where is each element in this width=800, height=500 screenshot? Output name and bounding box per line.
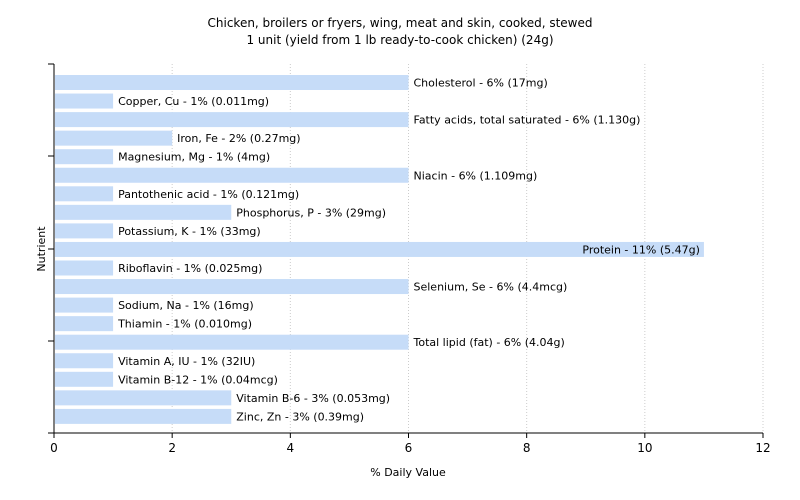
bar-label-17: Vitamin B-6 - 3% (0.053mg) [236,392,390,405]
x-tick-label-6: 12 [755,441,770,455]
bar-0 [55,75,409,90]
chart-title: Chicken, broilers or fryers, wing, meat … [208,16,593,30]
bar-12 [55,297,114,313]
bar-label-10: Riboflavin - 1% (0.025mg) [118,262,262,275]
bar-10 [55,260,114,276]
bar-7 [55,204,232,220]
x-tick-label-0: 0 [50,441,58,455]
bar-label-11: Selenium, Se - 6% (4.4mcg) [414,281,568,294]
bar-16 [55,371,114,387]
x-tick-label-4: 8 [523,441,531,455]
bar-15 [55,353,114,369]
bar-4 [55,149,114,165]
bars-group: Cholesterol - 6% (17mg) Copper, Cu - 1% (… [55,75,704,424]
y-axis-label: Nutrient [35,226,48,272]
bar-label-13: Thiamin - 1% (0.010mg) [117,318,252,331]
bar-label-1: Copper, Cu - 1% (0.011mg) [118,95,269,108]
x-axis-label: % Daily Value [370,466,446,479]
bar-17 [55,390,232,406]
bar-11 [55,279,409,295]
x-tick-label-3: 6 [405,441,413,455]
bar-6 [55,186,114,202]
axes-group: 0 2 4 6 8 10 12 [48,63,771,455]
bar-1 [55,93,114,109]
bar-label-8: Potassium, K - 1% (33mg) [118,225,261,238]
bar-14 [55,334,409,350]
bar-label-6: Pantothenic acid - 1% (0.121mg) [118,188,299,201]
bar-label-7: Phosphorus, P - 3% (29mg) [236,206,386,219]
bar-label-0: Cholesterol - 6% (17mg) [414,77,548,90]
bar-label-15: Vitamin A, IU - 1% (32IU) [118,355,255,368]
bar-5 [55,167,409,183]
x-tick-label-1: 2 [168,441,176,455]
x-tick-label-5: 10 [637,441,652,455]
bar-3 [55,130,173,146]
bar-label-16: Vitamin B-12 - 1% (0.04mcg) [118,373,278,386]
bar-9 [55,241,704,257]
bar-label-9: Protein - 11% (5.47g) [582,243,700,256]
bar-18 [55,408,232,424]
bar-label-14: Total lipid (fat) - 6% (4.04g) [413,336,565,349]
bar-2 [55,112,409,128]
chart-subtitle: 1 unit (yield from 1 lb ready-to-cook ch… [246,33,553,47]
bar-label-5: Niacin - 6% (1.109mg) [414,169,538,182]
bar-label-3: Iron, Fe - 2% (0.27mg) [177,132,300,145]
bar-label-4: Magnesium, Mg - 1% (4mg) [118,151,270,164]
bar-13 [55,316,114,332]
bar-label-18: Zinc, Zn - 3% (0.39mg) [236,410,364,423]
bar-8 [55,223,114,239]
bar-label-12: Sodium, Na - 1% (16mg) [118,299,254,312]
x-tick-label-2: 4 [287,441,295,455]
bar-label-2: Fatty acids, total saturated - 6% (1.130… [414,114,641,127]
